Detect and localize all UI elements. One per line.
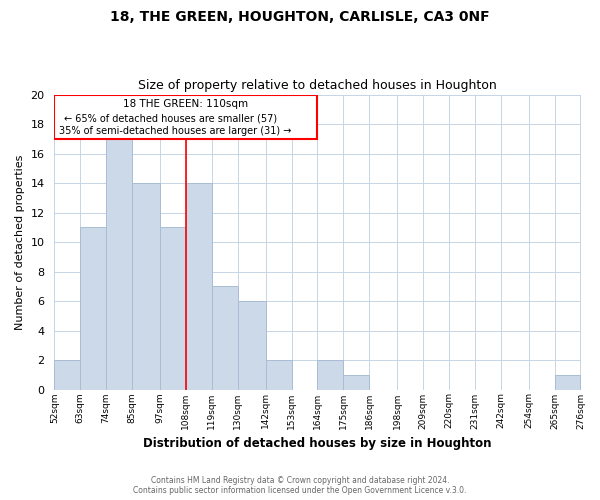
Bar (343, 375, 369, 390)
Bar (132, 183, 160, 390)
FancyBboxPatch shape (55, 94, 317, 139)
Text: 35% of semi-detached houses are larger (31) →: 35% of semi-detached houses are larger (… (59, 126, 292, 136)
Bar (80, 228, 106, 390)
Text: 18 THE GREEN: 110sqm: 18 THE GREEN: 110sqm (124, 99, 248, 109)
Bar (317, 360, 343, 390)
Title: Size of property relative to detached houses in Houghton: Size of property relative to detached ho… (138, 79, 497, 92)
Text: 18, THE GREEN, HOUGHTON, CARLISLE, CA3 0NF: 18, THE GREEN, HOUGHTON, CARLISLE, CA3 0… (110, 10, 490, 24)
Bar (266, 360, 292, 390)
Bar (238, 301, 266, 390)
Text: Contains HM Land Registry data © Crown copyright and database right 2024.
Contai: Contains HM Land Registry data © Crown c… (133, 476, 467, 495)
Bar (106, 139, 132, 390)
Text: ← 65% of detached houses are smaller (57): ← 65% of detached houses are smaller (57… (64, 113, 277, 123)
Bar (212, 286, 238, 390)
Bar (160, 228, 186, 390)
Bar (554, 375, 580, 390)
X-axis label: Distribution of detached houses by size in Houghton: Distribution of detached houses by size … (143, 437, 492, 450)
Bar (55, 360, 80, 390)
Y-axis label: Number of detached properties: Number of detached properties (15, 154, 25, 330)
Bar (186, 183, 212, 390)
